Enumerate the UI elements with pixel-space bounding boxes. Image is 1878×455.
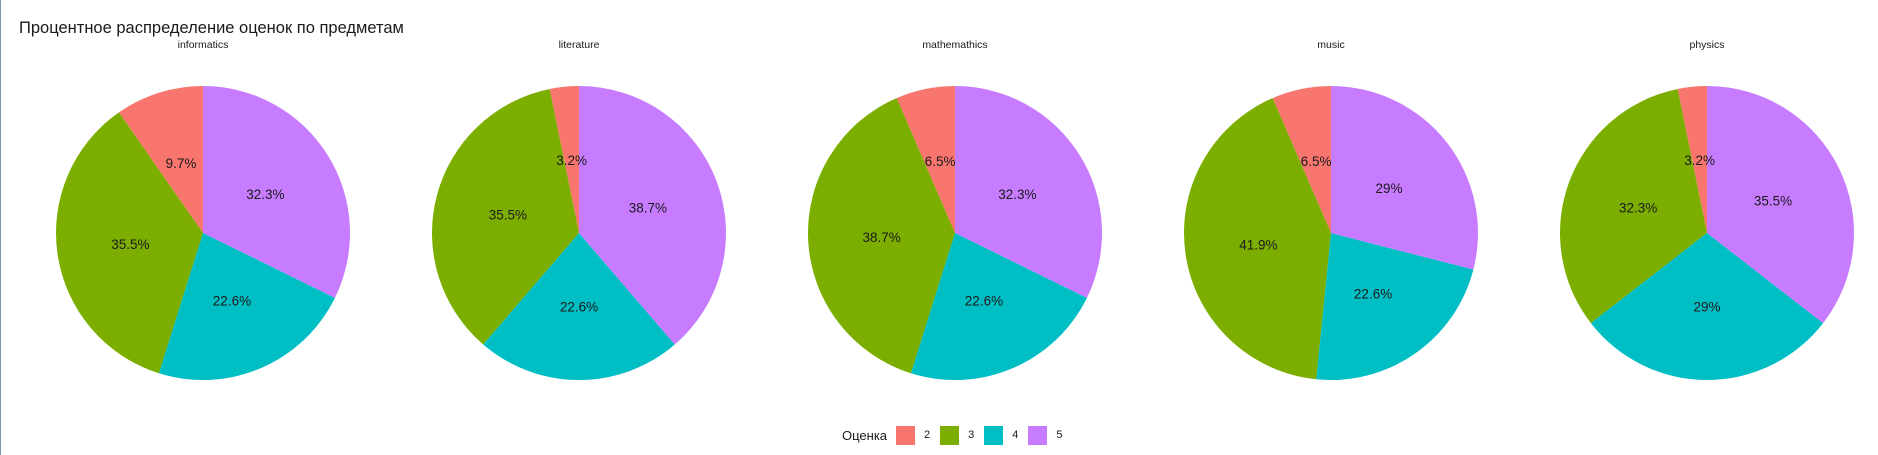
pie-slice-4: [158, 233, 335, 380]
window-edge: [0, 0, 1, 455]
slice-label: 35.5%: [489, 207, 527, 222]
pie-slice-5: [1707, 86, 1854, 324]
slice-label: 41.9%: [1239, 237, 1277, 252]
slice-label: 22.6%: [1354, 286, 1392, 301]
pie-slice-4: [483, 233, 675, 380]
slice-label: 9.7%: [166, 156, 197, 171]
slice-label: 3.2%: [556, 153, 587, 168]
pie-title: literature: [559, 39, 600, 51]
pie-chart-informatics: informatics 9.7% 35.5% 22.6% 32.3%: [56, 39, 351, 380]
legend-label-5: 5: [1056, 429, 1063, 441]
slice-label: 32.3%: [246, 187, 284, 202]
legend-item-4: 4: [984, 425, 1019, 445]
slice-label: 32.3%: [1619, 200, 1657, 215]
pie-title: mathemathics: [922, 39, 987, 51]
legend-label-4: 4: [1012, 429, 1019, 441]
slice-label: 6.5%: [925, 154, 956, 169]
pie-slice-3: [808, 98, 955, 374]
legend-key-4: [984, 425, 1004, 445]
pie-slice-2: [549, 86, 579, 233]
slice-label: 29%: [1376, 181, 1403, 196]
slice-label: 35.5%: [111, 237, 149, 252]
pie-slice-5: [579, 85, 726, 345]
pie-title: physics: [1689, 39, 1724, 51]
pie-slice-2: [1677, 86, 1707, 233]
slice-label: 6.5%: [1301, 154, 1332, 169]
pie-slice-3: [432, 88, 579, 345]
legend-key-3: [940, 425, 960, 445]
pie-slice-2: [118, 86, 203, 233]
pie-slice-3: [56, 112, 203, 374]
pie-chart-mathemathics: mathemathics 6.5% 38.7% 22.6% 32.3%: [808, 39, 1102, 380]
pie-slice-2: [896, 86, 955, 233]
legend-item-5: 5: [1028, 425, 1063, 445]
slice-label: 3.2%: [1684, 153, 1715, 168]
pie-chart-literature: literature 3.2% 35.5% 22.6% 38.7%: [432, 39, 726, 380]
pie-slice-5: [1331, 86, 1479, 270]
pie-slice-3: [1183, 98, 1331, 380]
pie-slice-3: [1559, 88, 1707, 324]
chart-title: Процентное распределение оценок по предм…: [19, 19, 404, 37]
slice-label: 35.5%: [1754, 194, 1792, 209]
pie-slice-5: [203, 85, 351, 298]
pie-slice-4: [1590, 233, 1824, 381]
slice-label: 22.6%: [560, 300, 598, 315]
slice-label: 22.6%: [213, 294, 251, 309]
legend-item-3: 3: [940, 425, 975, 445]
slice-label: 29%: [1693, 300, 1720, 315]
pie-title: informatics: [178, 39, 229, 51]
pie-slice-4: [910, 233, 1087, 380]
slice-label: 22.6%: [965, 294, 1003, 309]
pie-slice-5: [955, 85, 1102, 298]
pie-slice-4: [1316, 233, 1474, 380]
pie-charts-panel: informatics 9.7% 35.5% 22.6% 32.3% literature…: [56, 39, 1854, 381]
legend-label-2: 2: [924, 429, 931, 441]
legend-key-5: [1028, 425, 1048, 445]
pie-chart-music: music 6.5% 41.9% 22.6% 29%: [1183, 39, 1479, 380]
pie-title: music: [1317, 39, 1344, 51]
pie-chart-physics: physics 3.2% 32.3% 29% 35.5%: [1559, 39, 1854, 381]
legend-title: Оценка: [842, 427, 888, 443]
pie-slice-2: [1272, 86, 1331, 233]
slice-label: 32.3%: [998, 187, 1036, 202]
legend: Оценка 2 3 4 5: [842, 424, 1073, 446]
slice-label: 38.7%: [629, 200, 667, 215]
legend-label-3: 3: [968, 429, 975, 441]
legend-item-2: 2: [896, 425, 931, 445]
slice-label: 38.7%: [862, 230, 900, 245]
legend-key-2: [896, 425, 916, 445]
